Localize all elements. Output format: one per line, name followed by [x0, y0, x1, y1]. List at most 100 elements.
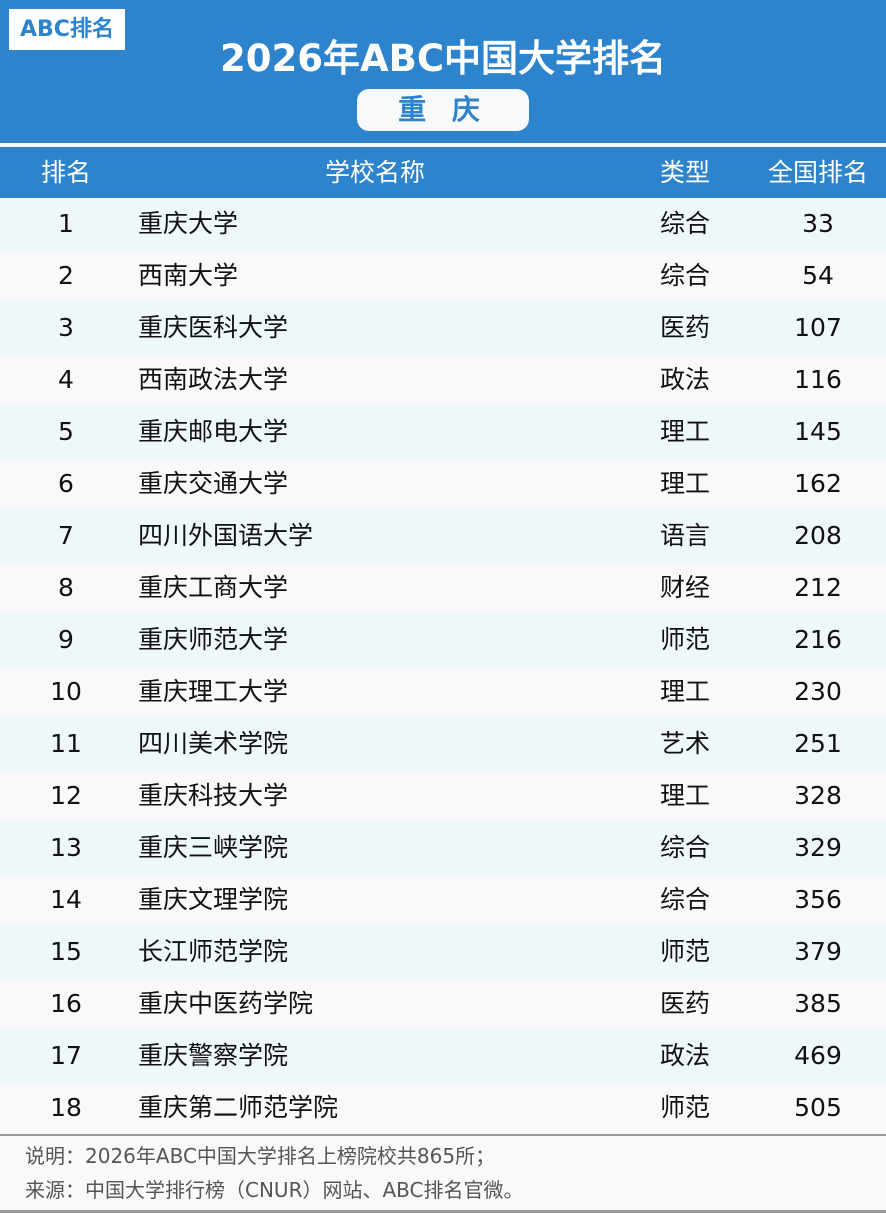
cell-type: 艺术	[659, 729, 710, 758]
cell-rank: 4	[58, 365, 74, 394]
cell-type: 政法	[659, 365, 710, 394]
cell-rank: 12	[50, 781, 82, 810]
table-row: 5 重庆邮电大学 理工 145	[0, 406, 886, 458]
cell-type: 师范	[659, 937, 710, 966]
cell-type: 综合	[659, 261, 710, 290]
cell-rank: 13	[50, 833, 82, 862]
cell-national-rank: 54	[802, 261, 834, 290]
cell-rank: 2	[58, 261, 74, 290]
cell-national-rank: 251	[794, 729, 842, 758]
cell-type: 综合	[659, 833, 710, 862]
table-row: 14 重庆文理学院 综合 356	[0, 874, 886, 926]
cell-school-name: 重庆邮电大学	[138, 417, 289, 446]
cell-national-rank: 469	[794, 1041, 842, 1070]
cell-rank: 3	[58, 313, 74, 342]
logo: ABC排名	[9, 9, 125, 50]
cell-type: 理工	[659, 417, 710, 446]
cell-national-rank: 162	[794, 469, 842, 498]
column-header-school: 学校名称	[324, 158, 425, 187]
cell-school-name: 重庆中医药学院	[138, 989, 314, 1018]
table-header: 排名 学校名称 类型 全国排名	[0, 147, 886, 198]
cell-school-name: 四川外国语大学	[138, 521, 314, 550]
cell-national-rank: 208	[794, 521, 842, 550]
cell-national-rank: 505	[794, 1093, 842, 1122]
cell-type: 综合	[659, 209, 710, 238]
header-banner: ABC排名 2026年ABC中国大学排名 重 庆	[0, 0, 886, 143]
table-row: 6 重庆交通大学 理工 162	[0, 458, 886, 510]
table-row: 1 重庆大学 综合 33	[0, 198, 886, 250]
cell-school-name: 重庆医科大学	[138, 313, 289, 342]
cell-type: 语言	[659, 521, 710, 550]
cell-type: 综合	[659, 885, 710, 914]
cell-school-name: 长江师范学院	[138, 937, 289, 966]
cell-rank: 1	[58, 209, 74, 238]
cell-type: 师范	[659, 625, 710, 654]
divider	[0, 1134, 886, 1136]
table-row: 11 四川美术学院 艺术 251	[0, 718, 886, 770]
cell-type: 理工	[659, 781, 710, 810]
table-row: 4 西南政法大学 政法 116	[0, 354, 886, 406]
cell-rank: 18	[50, 1093, 82, 1122]
table-row: 16 重庆中医药学院 医药 385	[0, 978, 886, 1030]
cell-type: 师范	[659, 1093, 710, 1122]
cell-school-name: 重庆师范大学	[138, 625, 289, 654]
cell-national-rank: 116	[794, 365, 842, 394]
cell-school-name: 西南大学	[138, 261, 239, 290]
cell-rank: 17	[50, 1041, 82, 1070]
table-row: 10 重庆理工大学 理工 230	[0, 666, 886, 718]
footer-source: 来源：中国大学排行榜（CNUR）网站、ABC排名官微。	[25, 1178, 524, 1202]
page-title: 2026年ABC中国大学排名	[220, 37, 666, 80]
cell-school-name: 重庆工商大学	[138, 573, 289, 602]
cell-national-rank: 385	[794, 989, 842, 1018]
cell-national-rank: 329	[794, 833, 842, 862]
cell-type: 理工	[659, 469, 710, 498]
cell-national-rank: 212	[794, 573, 842, 602]
cell-rank: 14	[50, 885, 82, 914]
cell-rank: 5	[58, 417, 74, 446]
cell-rank: 7	[58, 521, 74, 550]
cell-type: 政法	[659, 1041, 710, 1070]
table-row: 9 重庆师范大学 师范 216	[0, 614, 886, 666]
cell-rank: 16	[50, 989, 82, 1018]
cell-type: 理工	[659, 677, 710, 706]
table-row: 12 重庆科技大学 理工 328	[0, 770, 886, 822]
cell-school-name: 重庆科技大学	[138, 781, 289, 810]
cell-rank: 11	[50, 729, 82, 758]
cell-school-name: 西南政法大学	[138, 365, 289, 394]
cell-national-rank: 379	[794, 937, 842, 966]
cell-national-rank: 356	[794, 885, 842, 914]
cell-school-name: 重庆三峡学院	[138, 833, 289, 862]
table-row: 3 重庆医科大学 医药 107	[0, 302, 886, 354]
table-row: 2 西南大学 综合 54	[0, 250, 886, 302]
table-row: 13 重庆三峡学院 综合 329	[0, 822, 886, 874]
cell-national-rank: 107	[794, 313, 842, 342]
table-row: 7 四川外国语大学 语言 208	[0, 510, 886, 562]
cell-rank: 6	[58, 469, 74, 498]
cell-school-name: 重庆交通大学	[138, 469, 289, 498]
table-row: 18 重庆第二师范学院 师范 505	[0, 1082, 886, 1134]
table-row: 8 重庆工商大学 财经 212	[0, 562, 886, 614]
cell-national-rank: 145	[794, 417, 842, 446]
column-header-rank: 排名	[40, 158, 91, 187]
cell-type: 医药	[659, 313, 710, 342]
cell-rank: 9	[58, 625, 74, 654]
table-row: 15 长江师范学院 师范 379	[0, 926, 886, 978]
cell-school-name: 重庆第二师范学院	[138, 1093, 339, 1122]
cell-rank: 8	[58, 573, 74, 602]
cell-type: 医药	[659, 989, 710, 1018]
table-row: 17 重庆警察学院 政法 469	[0, 1030, 886, 1082]
cell-rank: 10	[50, 677, 82, 706]
column-header-national-rank: 全国排名	[767, 158, 868, 187]
cell-school-name: 重庆大学	[138, 209, 239, 238]
column-header-type: 类型	[659, 158, 710, 187]
cell-school-name: 重庆理工大学	[138, 677, 289, 706]
region-badge: 重 庆	[357, 89, 529, 131]
cell-national-rank: 33	[802, 209, 834, 238]
cell-school-name: 重庆文理学院	[138, 885, 289, 914]
cell-national-rank: 216	[794, 625, 842, 654]
footer-note: 说明：2026年ABC中国大学排名上榜院校共865所；	[25, 1144, 496, 1168]
cell-national-rank: 230	[794, 677, 842, 706]
cell-type: 财经	[659, 573, 710, 602]
cell-national-rank: 328	[794, 781, 842, 810]
cell-school-name: 四川美术学院	[138, 729, 289, 758]
